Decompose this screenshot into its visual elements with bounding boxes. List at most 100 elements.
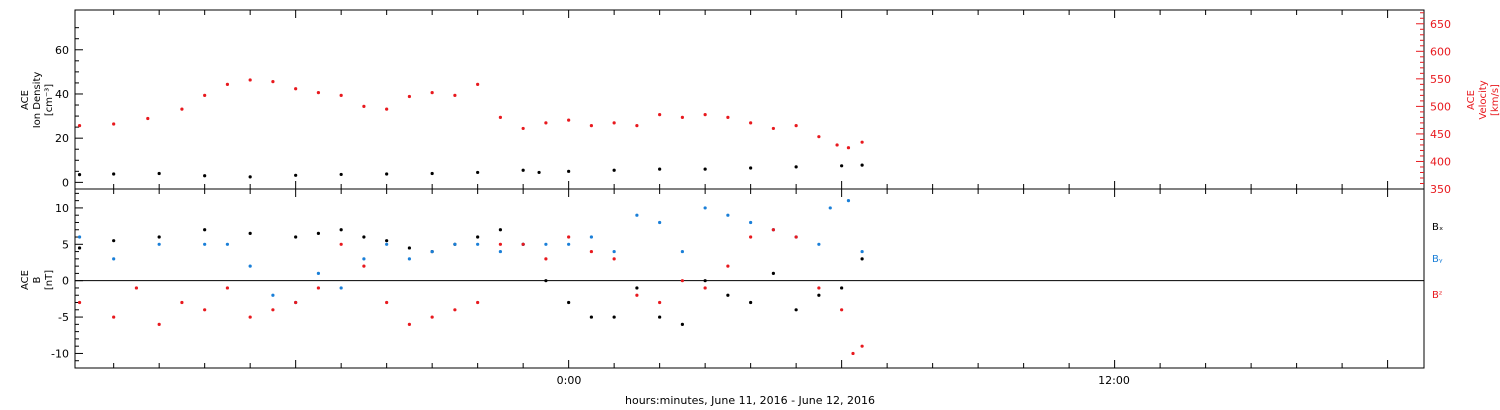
bottom-point-series-2 <box>851 351 855 356</box>
bottom-point-series-0 <box>635 286 639 290</box>
top-left-ylabel-line3: [cm⁻³] <box>44 84 55 116</box>
top-point-series-0 <box>430 171 434 176</box>
top-point-series-1 <box>498 115 503 119</box>
top-point-series-1 <box>658 113 662 117</box>
bottom-point-series-1 <box>407 257 412 261</box>
bottom-y-axis: -10 -5 0 5 10 <box>51 192 83 362</box>
top-point-series-0 <box>567 169 571 173</box>
bottom-x-ticks <box>113 189 1389 368</box>
top-point-series-0 <box>521 168 525 172</box>
top-point-series-1 <box>339 93 343 97</box>
top-point-series-0 <box>794 165 798 169</box>
top-point-series-1 <box>771 126 775 131</box>
bottom-point-series-1 <box>703 206 707 210</box>
bottom-point-series-1 <box>362 257 366 261</box>
top-point-series-1 <box>453 93 457 97</box>
top-point-series-1 <box>180 107 184 111</box>
bottom-point-series-1 <box>203 242 207 246</box>
top-point-series-0 <box>749 166 753 170</box>
bottom-point-series-2 <box>407 322 412 326</box>
bottom-point-series-2 <box>703 286 707 290</box>
top-plot-frame <box>74 9 1425 190</box>
bottom-point-series-2 <box>112 315 116 319</box>
bottom-y-tick-label: 5 <box>62 238 69 251</box>
top-left-ylabel-line2: Ion Density <box>32 72 43 129</box>
top-point-series-1 <box>817 135 821 139</box>
bottom-point-series-1 <box>271 293 275 297</box>
bottom-point-series-1 <box>635 213 639 217</box>
bottom-point-series-2 <box>430 315 434 319</box>
top-point-series-0 <box>294 173 298 177</box>
bottom-point-series-0 <box>658 315 662 319</box>
bottom-ylabel-line1: ACE <box>20 270 31 290</box>
bottom-point-series-0 <box>544 279 548 283</box>
top-right-y-axis: 350 400 450 500 550 600 650 <box>1416 12 1451 196</box>
bottom-point-series-1 <box>430 249 434 254</box>
top-point-series-1 <box>635 124 639 128</box>
top-left-y-tick-label: 60 <box>55 44 69 57</box>
top-point-series-1 <box>476 82 480 86</box>
bottom-point-series-0 <box>339 228 343 232</box>
top-point-series-1 <box>362 104 366 108</box>
top-point-series-1 <box>316 91 321 95</box>
bottom-point-series-2 <box>476 300 480 305</box>
bottom-point-series-0 <box>840 286 844 290</box>
top-point-series-1 <box>385 107 389 111</box>
bottom-y-tick-label: -10 <box>51 347 69 360</box>
top-point-series-1 <box>567 118 571 122</box>
bottom-y-tick-label: 10 <box>55 202 69 215</box>
bottom-point-series-0 <box>157 235 161 239</box>
bottom-point-series-0 <box>589 315 593 319</box>
bottom-point-series-2 <box>771 228 775 232</box>
top-right-y-tick-label: 650 <box>1430 18 1451 31</box>
top-point-series-1 <box>203 93 207 97</box>
top-point-series-1 <box>248 78 252 82</box>
bottom-point-series-2 <box>567 235 571 239</box>
bottom-point-series-2 <box>180 300 184 305</box>
bottom-point-series-0 <box>726 293 730 297</box>
top-point-series-0 <box>703 167 707 171</box>
top-point-series-1 <box>294 87 298 91</box>
bottom-point-series-0 <box>794 308 798 312</box>
bottom-point-series-1 <box>817 242 821 246</box>
bottom-point-series-0 <box>817 293 821 297</box>
legend-bz: Bᶻ <box>1432 290 1443 301</box>
top-point-series-1 <box>835 143 839 147</box>
bottom-point-series-0 <box>77 246 82 250</box>
bottom-ylabel-line2: B <box>32 276 43 283</box>
top-right-y-tick-label: 350 <box>1430 183 1451 196</box>
bottom-point-series-1 <box>680 249 684 254</box>
top-point-series-1 <box>544 121 548 125</box>
bottom-point-series-2 <box>339 242 343 246</box>
top-point-series-1 <box>846 146 851 150</box>
top-point-series-1 <box>726 115 730 119</box>
bottom-point-series-1 <box>612 249 616 254</box>
bottom-point-series-2 <box>316 286 321 290</box>
bottom-point-series-2 <box>840 308 844 312</box>
top-data-points <box>77 78 864 179</box>
top-point-series-0 <box>658 167 662 171</box>
x-tick-label-1200: 12:00 <box>1098 374 1130 387</box>
bottom-point-series-0 <box>476 235 480 239</box>
bottom-point-series-2 <box>589 249 593 254</box>
top-point-series-1 <box>680 115 684 119</box>
top-point-series-0 <box>77 173 82 177</box>
bottom-point-series-0 <box>680 322 684 326</box>
top-right-y-tick-label: 500 <box>1430 100 1451 113</box>
bottom-point-series-2 <box>294 300 298 305</box>
bottom-point-series-0 <box>771 271 775 276</box>
bottom-point-series-0 <box>498 228 503 232</box>
bottom-point-series-0 <box>567 300 571 305</box>
top-left-y-tick-label: 0 <box>62 176 69 189</box>
bottom-point-series-1 <box>339 286 343 290</box>
bottom-point-series-2 <box>77 300 82 305</box>
bottom-point-series-2 <box>680 279 684 283</box>
bottom-point-series-0 <box>749 300 753 305</box>
bottom-ylabel-line3: [nT] <box>44 270 55 290</box>
top-point-series-0 <box>476 170 480 175</box>
top-right-y-tick-label: 600 <box>1430 45 1451 58</box>
bottom-point-series-2 <box>817 286 821 290</box>
top-right-ylabel-line3: [km/s] <box>1490 84 1500 116</box>
bottom-point-series-2 <box>157 322 161 326</box>
